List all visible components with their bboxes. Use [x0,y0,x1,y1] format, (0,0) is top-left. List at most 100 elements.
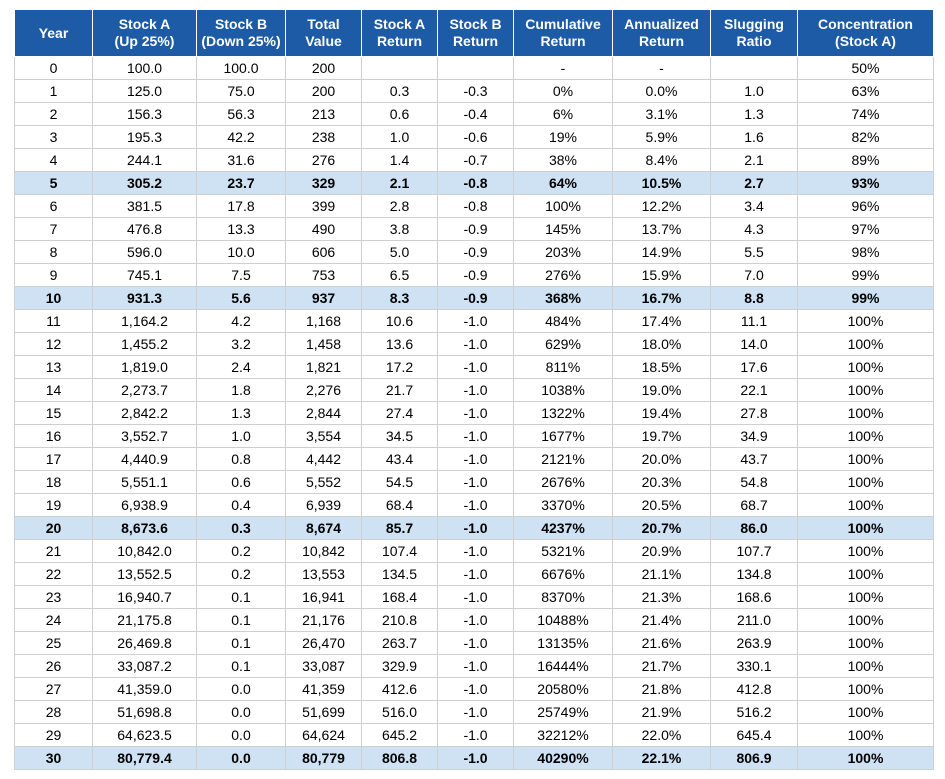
table-cell: 10,842.0 [92,539,197,563]
table-cell: 276 [285,148,362,172]
table-cell: 2,273.7 [92,378,197,402]
table-body: 0 100.0 100.0 200- -50% 1 125.0 75.0 200 0.3 -0.3 0… [14,56,934,770]
table-cell: 596.0 [92,240,197,264]
table-cell: 20580% [513,677,613,701]
table-cell: 2,844 [285,401,362,425]
table-cell: 244.1 [92,148,197,172]
table-cell: 27.8 [710,401,798,425]
table-row: 4 244.1 31.6 276 1.4 -0.7 38% 8.4% 2.1 89% [14,148,934,172]
table-row: 14 2,273.7 1.8 2,276 21.7 -1.0 1038% 19.0% 22.1 1… [14,378,934,402]
table-cell: 1 [14,79,93,103]
table-cell: 811% [513,355,613,379]
table-cell: 5 [14,171,93,195]
table-row: 15 2,842.2 1.3 2,844 27.4 -1.0 1322% 19.4% 27.8 1… [14,401,934,425]
table-row: 0 100.0 100.0 200- -50% [14,56,934,80]
table-cell: 0.2 [196,562,286,586]
table-cell: 329.9 [361,654,438,678]
table-row: 1 125.0 75.0 200 0.3 -0.3 0% 0.0% 1.0 63% [14,79,934,103]
table-cell: 0.0 [196,700,286,724]
table-cell: 100.0 [92,56,197,80]
table-cell: 100% [797,539,934,563]
table-cell: 41,359.0 [92,677,197,701]
empty-cell [361,56,438,80]
table-cell: 13.7% [612,217,711,241]
table-cell: 8,673.6 [92,516,197,540]
table-cell: 18.5% [612,355,711,379]
table-cell: -1.0 [437,654,514,678]
table-cell: 13.3 [196,217,286,241]
table-cell: 2,842.2 [92,401,197,425]
table-cell: 33,087.2 [92,654,197,678]
table-cell: 4,442 [285,447,362,471]
table-cell: -1.0 [437,539,514,563]
table-cell: 51,698.8 [92,700,197,724]
table-cell: 368% [513,286,613,310]
table-cell: 399 [285,194,362,218]
table-cell: 64% [513,171,613,195]
table-cell: 17.2 [361,355,438,379]
table-cell: 9 [14,263,93,287]
table-cell: 156.3 [92,102,197,126]
table-cell: 806.9 [710,746,798,770]
table-cell: 100% [797,677,934,701]
table-cell: 63% [797,79,934,103]
table-cell: 17.8 [196,194,286,218]
table-cell: 13135% [513,631,613,655]
table-cell: 43.4 [361,447,438,471]
table-cell: 8.4% [612,148,711,172]
table-cell: 20.0% [612,447,711,471]
table-cell: - [513,56,613,80]
table-cell: 100% [797,309,934,333]
table-cell: 20.5% [612,493,711,517]
table-cell: 1,819.0 [92,355,197,379]
table-cell: 100.0 [196,56,286,80]
table-cell: 203% [513,240,613,264]
table-cell: 18 [14,470,93,494]
table-cell: 490 [285,217,362,241]
table-row: 18 5,551.1 0.6 5,552 54.5 -1.0 2676% 20.3% 54.8 1… [14,470,934,494]
table-cell: 21.7% [612,654,711,678]
table-cell: 100% [797,447,934,471]
table-cell: 100% [797,746,934,770]
table-cell: 0.1 [196,654,286,678]
table-cell: 100% [797,700,934,724]
table-cell: 82% [797,125,934,149]
table-cell: 5.5 [710,240,798,264]
table-cell: 1677% [513,424,613,448]
table-cell: 15.9% [612,263,711,287]
table-cell: 210.8 [361,608,438,632]
table-cell: -0.8 [437,171,514,195]
table-cell: 1,168 [285,309,362,333]
table-cell: 74% [797,102,934,126]
table-cell: 516.2 [710,700,798,724]
table-cell: 1038% [513,378,613,402]
table-cell: 85.7 [361,516,438,540]
table-cell: 23 [14,585,93,609]
table-cell: 89% [797,148,934,172]
table-cell: 2 [14,102,93,126]
table-cell: 263.7 [361,631,438,655]
table-cell: 238 [285,125,362,149]
table-cell: 19.4% [612,401,711,425]
table-cell: 54.5 [361,470,438,494]
table-cell: 0.1 [196,585,286,609]
table-cell: -1.0 [437,401,514,425]
table-cell: 11.1 [710,309,798,333]
table-cell: 10.5% [612,171,711,195]
table-cell: 125.0 [92,79,197,103]
table-cell: 93% [797,171,934,195]
table-cell: 6676% [513,562,613,586]
table-cell: 50% [797,56,934,80]
table-cell: 5.9% [612,125,711,149]
table-cell: 8,674 [285,516,362,540]
table-cell: 100% [797,401,934,425]
table-cell: 629% [513,332,613,356]
table-cell: 27.4 [361,401,438,425]
table-cell: 1.3 [196,401,286,425]
table-cell: 0.2 [196,539,286,563]
table-cell: 24 [14,608,93,632]
table-cell: 1.0 [361,125,438,149]
table-cell: 4.2 [196,309,286,333]
table-cell: 753 [285,263,362,287]
